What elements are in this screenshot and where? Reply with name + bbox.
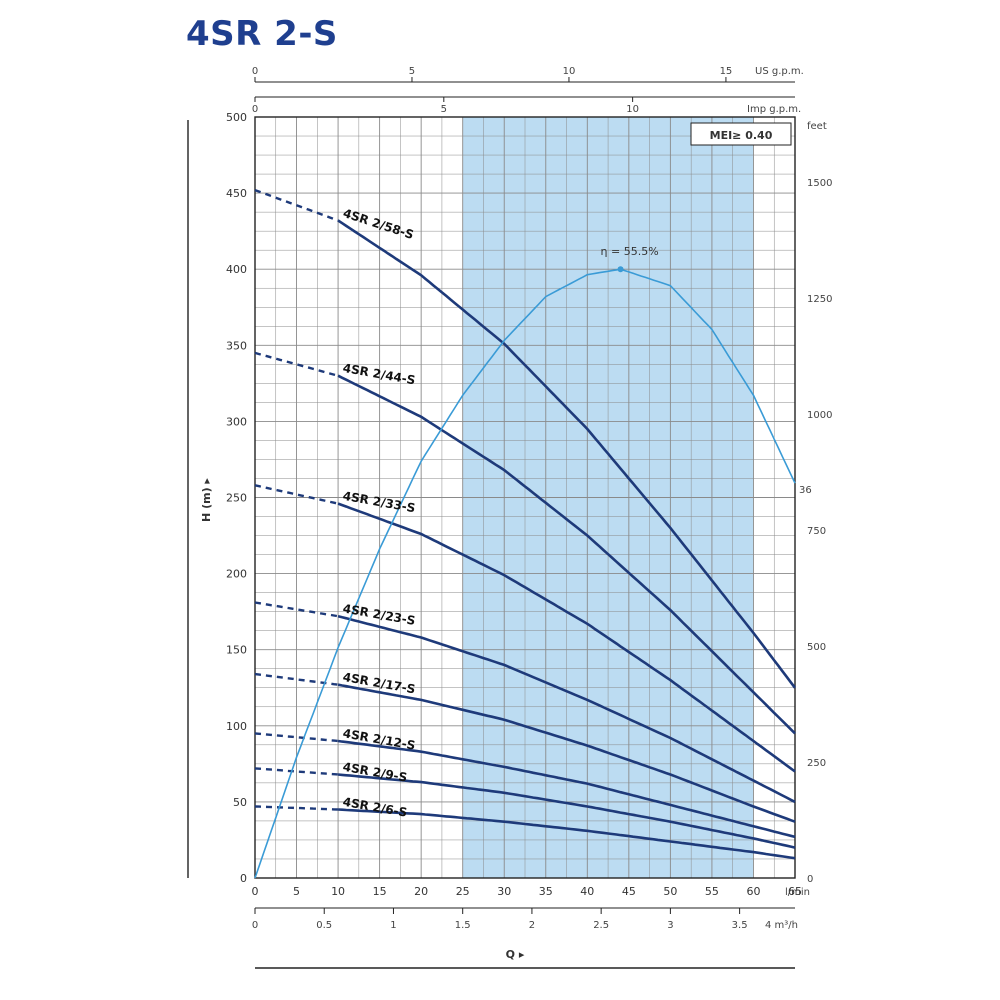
series-dashed-1 [254,351,339,377]
series-line-5 [337,739,796,839]
y2-tick-label: 1250 [807,294,832,305]
grid [254,116,796,879]
x2-unit-label: 4 m³/h [765,920,798,931]
x-tick-label: 45 [622,885,636,898]
y-axis-label: H (m) ▸ [200,478,213,522]
x2-tick-label: 2.5 [593,920,609,931]
plot-frame [254,116,796,879]
y2-tick-label: 1000 [807,410,832,421]
x-tick-label: 40 [580,885,594,898]
x-tick-label: 0 [252,885,259,898]
series-label-0: 4SR 2/58-S [341,206,415,242]
y2-unit-label: feet [807,121,827,132]
y-tick-label: 250 [226,492,247,505]
series-dashed-5 [254,732,339,743]
series-dashed-7 [254,805,339,811]
y-tick-label: 50 [233,796,247,809]
x-tick-label: 30 [497,885,511,898]
series-label-5: 4SR 2/12-S [342,726,417,753]
y-tick-label: 500 [226,111,247,124]
top-us-tick-label: 0 [252,66,258,77]
y-tick-label: 450 [226,187,247,200]
series-line-2 [337,502,796,773]
mei-label: MEI≥ 0.40 [710,129,773,142]
x2-tick-label: 3 [667,920,673,931]
x-tick-label: 50 [663,885,677,898]
series-dashed-2 [254,484,339,505]
y-tick-label: 0 [240,872,247,885]
top-imp-tick-label: 5 [441,104,447,115]
efficiency-peak-dot [617,266,624,273]
series-dashed-6 [254,767,339,776]
x2-tick-label: 1.5 [455,920,471,931]
x2-tick-label: 3.5 [732,920,748,931]
top-imp-tick-label: 10 [626,104,639,115]
efficiency-peak-label: η = 55.5% [601,245,659,258]
top-us-tick-label: 15 [720,66,733,77]
mei-box [690,122,792,146]
x2-tick-label: 0 [252,920,258,931]
x-tick-label: 55 [705,885,719,898]
x-tick-label: 10 [331,885,345,898]
series-label-3: 4SR 2/23-S [342,601,417,628]
series-line-1 [337,374,796,735]
axes: 0501001502002503003504004505000250500750… [187,66,832,969]
series-dashed-0 [254,188,339,222]
y-tick-label: 100 [226,720,247,733]
y2-tick-label: 250 [807,758,826,769]
plot-border [254,116,796,879]
y-tick-label: 150 [226,644,247,657]
series-dashed-3 [254,601,339,618]
x-tick-label: 65 [788,885,802,898]
top-us-unit: US g.p.m. [755,66,804,77]
y2-tick-label: 0 [807,874,813,885]
x-tick-label: 25 [456,885,470,898]
x-tick-label: 20 [414,885,428,898]
y2-tick-label: 1500 [807,178,832,189]
series-line-6 [337,773,796,849]
series-line-0 [337,219,797,689]
top-us-tick-label: 5 [409,66,415,77]
x-tick-label: 15 [373,885,387,898]
series-label-2: 4SR 2/33-S [342,489,417,516]
top-imp-tick-label: 0 [252,104,258,115]
y-tick-label: 350 [226,339,247,352]
x-tick-label: 35 [539,885,553,898]
x2-tick-label: 1 [390,920,396,931]
x-tick-label: 5 [293,885,300,898]
x-unit-label: l/min [785,887,810,898]
series-line-7 [338,808,796,860]
efficiency-end-label: 36 [799,485,812,496]
head-curves [254,188,797,860]
top-us-tick-label: 10 [563,66,576,77]
x-axis-label: Q ▸ [506,948,525,961]
y-tick-label: 400 [226,263,247,276]
chart-title: 4SR 2-S [186,14,338,54]
efficiency-curve-group: η = 55.5% 36 [254,245,812,879]
top-imp-unit: Imp g.p.m. [747,104,801,115]
series-label-7: 4SR 2/6-S [342,795,409,820]
y2-tick-label: 500 [807,642,826,653]
y-tick-label: 300 [226,415,247,428]
efficiency-curve [254,268,796,879]
y2-tick-label: 750 [807,526,826,537]
x-tick-label: 60 [746,885,760,898]
series-label-6: 4SR 2/9-S [342,760,409,785]
series-line-3 [337,614,796,804]
x2-tick-label: 2 [529,920,535,931]
x2-tick-label: 0.5 [316,920,332,931]
series-line-4 [337,683,796,823]
y-tick-label: 200 [226,568,247,581]
